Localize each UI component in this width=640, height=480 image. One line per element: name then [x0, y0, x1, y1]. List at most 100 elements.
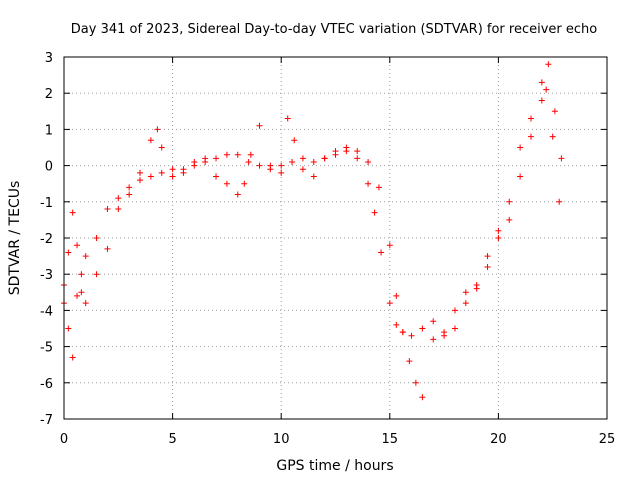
- data-point: [412, 379, 419, 386]
- data-point: [556, 198, 563, 205]
- data-point: [332, 148, 339, 155]
- data-point: [538, 97, 545, 104]
- data-point: [69, 209, 76, 216]
- y-tick-label: -4: [40, 304, 53, 319]
- data-point: [299, 166, 306, 173]
- data-point: [202, 158, 209, 165]
- y-tick-label: 1: [45, 123, 53, 138]
- data-points: [61, 61, 565, 401]
- data-point: [256, 162, 263, 169]
- data-point: [241, 180, 248, 187]
- data-point: [430, 336, 437, 343]
- data-point: [310, 158, 317, 165]
- data-point: [558, 155, 565, 162]
- data-point: [82, 253, 89, 260]
- series-track-B: [61, 86, 563, 401]
- data-point: [234, 151, 241, 158]
- data-point: [158, 144, 165, 151]
- y-tick-label: -7: [40, 413, 53, 428]
- data-point: [147, 137, 154, 144]
- data-point: [126, 191, 133, 198]
- data-point: [299, 155, 306, 162]
- data-point: [343, 144, 350, 151]
- data-point: [65, 249, 72, 256]
- data-point: [310, 173, 317, 180]
- data-point: [545, 61, 552, 68]
- x-axis-label: GPS time / hours: [276, 458, 393, 474]
- data-point: [371, 209, 378, 216]
- data-point: [291, 137, 298, 144]
- data-point: [245, 158, 252, 165]
- plot-frame: [63, 56, 608, 420]
- data-point: [441, 332, 448, 339]
- data-point: [213, 173, 220, 180]
- x-tick-label: 5: [168, 432, 176, 447]
- data-point: [365, 158, 372, 165]
- data-point: [321, 155, 328, 162]
- y-tick-label: -2: [40, 232, 53, 247]
- data-point: [169, 166, 176, 173]
- y-axis-label: SDTVAR / TECUs: [7, 181, 23, 296]
- data-point: [74, 292, 81, 299]
- data-point: [484, 263, 491, 270]
- data-point: [223, 151, 230, 158]
- data-point: [82, 300, 89, 307]
- data-point: [213, 155, 220, 162]
- data-point: [419, 394, 426, 401]
- data-point: [137, 169, 144, 176]
- data-point: [527, 133, 534, 140]
- x-tick-label: 15: [382, 432, 399, 447]
- data-point: [473, 285, 480, 292]
- data-point: [549, 133, 556, 140]
- data-point: [354, 155, 361, 162]
- data-point: [191, 162, 198, 169]
- x-tick-label: 0: [60, 432, 68, 447]
- data-point: [69, 354, 76, 361]
- y-tick-label: -5: [40, 341, 53, 356]
- data-point: [378, 249, 385, 256]
- y-tick-label: -1: [40, 196, 53, 211]
- data-point: [354, 148, 361, 155]
- x-tick-label: 10: [273, 432, 290, 447]
- data-point: [406, 358, 413, 365]
- x-tick-label: 25: [599, 432, 616, 447]
- grid-lines: [64, 57, 607, 419]
- data-point: [158, 169, 165, 176]
- data-point: [495, 227, 502, 234]
- y-tick-label: 0: [45, 160, 53, 175]
- data-point: [289, 158, 296, 165]
- data-point: [365, 180, 372, 187]
- y-tick-label: -6: [40, 377, 53, 392]
- data-point: [154, 126, 161, 133]
- data-point: [78, 271, 85, 278]
- series-track-A: [61, 61, 565, 339]
- data-point: [543, 86, 550, 93]
- x-tick-label: 20: [490, 432, 507, 447]
- data-point: [223, 180, 230, 187]
- data-point: [247, 151, 254, 158]
- data-point: [419, 325, 426, 332]
- data-point: [180, 166, 187, 173]
- data-point: [506, 216, 513, 223]
- data-point: [484, 253, 491, 260]
- data-point: [169, 173, 176, 180]
- data-point: [278, 162, 285, 169]
- data-point: [538, 79, 545, 86]
- data-point: [408, 332, 415, 339]
- data-point: [527, 115, 534, 122]
- y-tick-label: 2: [45, 87, 53, 102]
- data-point: [393, 292, 400, 299]
- data-point: [495, 235, 502, 241]
- data-point: [462, 289, 469, 296]
- data-point: [93, 235, 100, 241]
- data-point: [234, 191, 241, 198]
- data-point: [551, 108, 558, 115]
- data-point: [462, 300, 469, 307]
- data-point: [115, 195, 122, 202]
- data-point: [278, 169, 285, 176]
- data-point: [137, 177, 144, 184]
- data-point: [375, 184, 382, 191]
- chart-title: Day 341 of 2023, Sidereal Day-to-day VTE…: [71, 22, 598, 37]
